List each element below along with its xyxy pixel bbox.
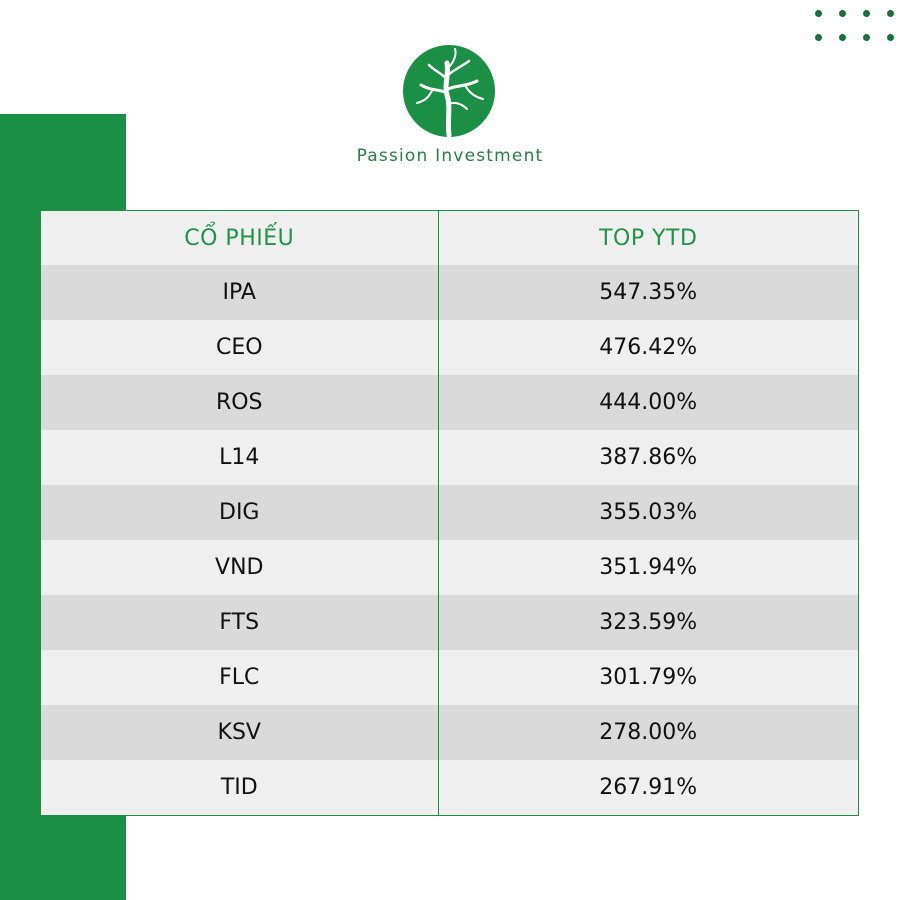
table-row: TID 267.91% (41, 760, 858, 815)
table-row: L14 387.86% (41, 430, 858, 485)
table-header-row: CỔ PHIẾU TOP YTD (41, 211, 858, 265)
dot (815, 10, 822, 17)
table-row: VND 351.94% (41, 540, 858, 595)
ytd-cell: 547.35% (438, 265, 858, 320)
ticker-cell: ROS (41, 375, 439, 430)
table-row: IPA 547.35% (41, 265, 858, 320)
ticker-cell: VND (41, 540, 439, 595)
table-row: CEO 476.42% (41, 320, 858, 375)
ticker-cell: FLC (41, 650, 439, 705)
dot-grid-icon (812, 6, 900, 50)
ytd-cell: 351.94% (438, 540, 858, 595)
ticker-cell: KSV (41, 705, 439, 760)
ticker-cell: IPA (41, 265, 439, 320)
column-header-ytd: TOP YTD (438, 211, 858, 265)
dot (839, 10, 846, 17)
brand-name: Passion Investment (356, 146, 544, 166)
ticker-cell: TID (41, 760, 439, 815)
ticker-cell: FTS (41, 595, 439, 650)
ytd-cell: 278.00% (438, 705, 858, 760)
table-row: FLC 301.79% (41, 650, 858, 705)
ytd-cell: 387.86% (438, 430, 858, 485)
dot (887, 10, 894, 17)
ytd-cell: 267.91% (438, 760, 858, 815)
dot (887, 34, 894, 41)
tree-logo-icon (403, 45, 495, 137)
ytd-cell: 301.79% (438, 650, 858, 705)
table-row: ROS 444.00% (41, 375, 858, 430)
column-header-ticker: CỔ PHIẾU (41, 211, 439, 265)
dot (863, 10, 870, 17)
table-row: FTS 323.59% (41, 595, 858, 650)
ytd-cell: 355.03% (438, 485, 858, 540)
ytd-cell: 323.59% (438, 595, 858, 650)
ytd-cell: 444.00% (438, 375, 858, 430)
dot (839, 34, 846, 41)
table-row: KSV 278.00% (41, 705, 858, 760)
ytd-cell: 476.42% (438, 320, 858, 375)
dot (863, 34, 870, 41)
ticker-cell: DIG (41, 485, 439, 540)
ytd-table-grid: CỔ PHIẾU TOP YTD IPA 547.35% CEO 476.42%… (41, 211, 858, 815)
ticker-cell: CEO (41, 320, 439, 375)
ytd-table: CỔ PHIẾU TOP YTD IPA 547.35% CEO 476.42%… (40, 210, 859, 816)
table-row: DIG 355.03% (41, 485, 858, 540)
dot (815, 34, 822, 41)
ticker-cell: L14 (41, 430, 439, 485)
